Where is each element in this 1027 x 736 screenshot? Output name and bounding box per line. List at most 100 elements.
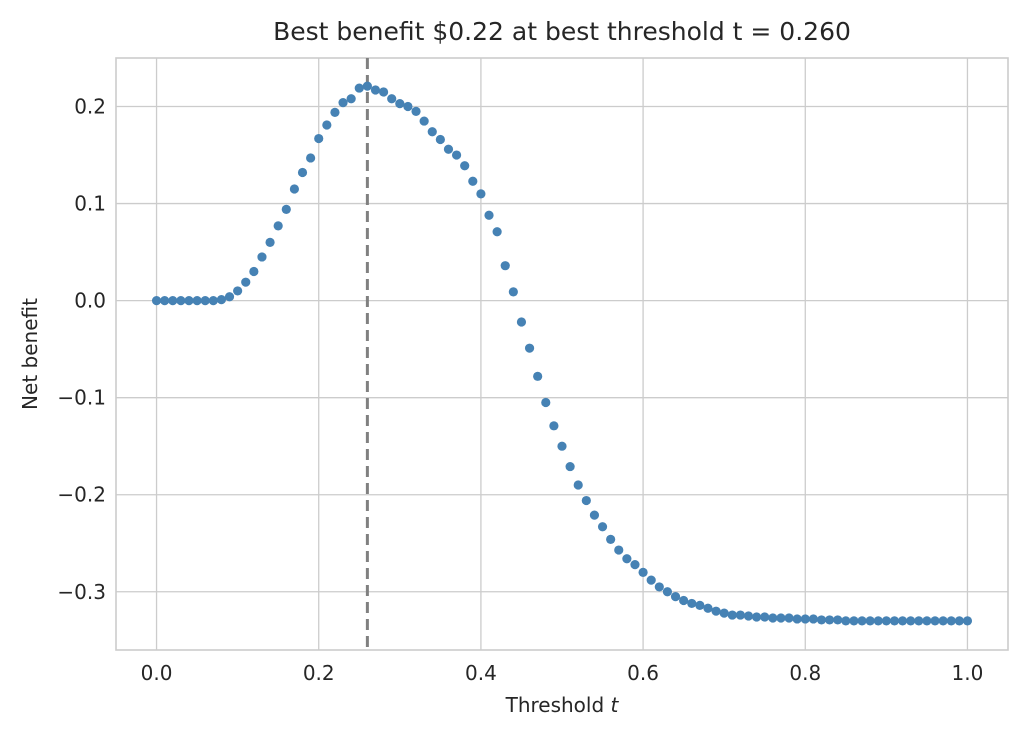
data-point — [508, 287, 518, 297]
data-point — [833, 615, 843, 625]
data-point — [638, 567, 648, 577]
data-point — [200, 296, 210, 306]
data-point — [784, 613, 794, 623]
data-point — [541, 397, 551, 408]
data-point — [249, 266, 259, 277]
data-point — [379, 87, 389, 97]
data-point — [857, 616, 867, 626]
data-point — [841, 616, 851, 626]
data-point — [679, 595, 689, 606]
data-point — [630, 559, 640, 570]
data-point — [233, 286, 243, 296]
data-point — [265, 237, 275, 247]
data-point — [192, 296, 202, 306]
data-point — [606, 534, 616, 544]
data-point — [160, 296, 170, 306]
data-point — [662, 587, 673, 597]
data-point — [752, 612, 762, 622]
data-point — [184, 296, 194, 306]
data-point — [176, 296, 186, 306]
data-point — [735, 610, 746, 620]
data-point — [938, 616, 948, 626]
data-point — [589, 510, 600, 520]
data-point — [500, 261, 510, 271]
x-axis-label: Threshold t — [505, 693, 620, 717]
data-point — [257, 252, 267, 262]
data-point — [533, 371, 543, 381]
data-point — [954, 616, 964, 626]
y-tick-label: 0.1 — [74, 192, 106, 216]
data-point — [443, 144, 454, 154]
plot-frame — [115, 57, 1009, 651]
data-point — [354, 83, 364, 93]
data-point — [614, 545, 624, 555]
data-point — [727, 610, 737, 620]
data-point — [930, 616, 940, 626]
data-point — [168, 296, 178, 306]
y-tick-label: −0.3 — [57, 580, 106, 604]
data-point — [460, 161, 470, 171]
data-point — [297, 167, 308, 178]
data-point — [516, 317, 527, 327]
data-point — [849, 616, 859, 626]
data-point — [808, 614, 818, 624]
x-tick-label: 0.4 — [465, 661, 497, 685]
data-point — [881, 616, 891, 626]
data-point — [476, 189, 486, 199]
data-point — [670, 592, 681, 602]
data-point — [370, 85, 381, 95]
data-point — [962, 616, 973, 626]
data-point — [208, 296, 218, 306]
data-point — [484, 210, 494, 220]
x-tick-label: 0.6 — [627, 661, 659, 685]
data-point — [873, 616, 883, 626]
data-point — [549, 421, 559, 431]
data-point — [241, 277, 251, 287]
data-point — [825, 615, 835, 625]
x-tick-label: 0.2 — [303, 661, 335, 685]
data-point — [914, 616, 924, 626]
x-tick-label: 0.8 — [789, 661, 821, 685]
data-point — [922, 616, 932, 626]
data-point — [289, 184, 299, 194]
data-point — [776, 613, 786, 623]
x-tick-labels: 0.0 0.2 0.4 0.6 0.8 1.0 — [141, 661, 984, 685]
data-point — [338, 98, 348, 108]
data-point — [306, 153, 316, 163]
data-point — [151, 296, 162, 306]
data-point — [581, 495, 591, 506]
data-point — [403, 101, 413, 112]
data-point — [330, 107, 340, 117]
data-point — [314, 133, 324, 144]
data-point — [703, 603, 713, 613]
data-point — [622, 554, 632, 564]
data-point — [281, 204, 291, 214]
y-axis-label: Net benefit — [18, 298, 42, 410]
data-point — [273, 221, 283, 231]
data-point — [768, 613, 778, 623]
data-point — [597, 522, 608, 532]
chart-title: Best benefit $0.22 at best threshold t =… — [273, 17, 851, 46]
data-point — [646, 575, 656, 585]
data-point — [695, 600, 705, 610]
data-point — [800, 614, 810, 624]
data-point — [216, 295, 227, 305]
data-point — [865, 616, 875, 626]
y-tick-label: −0.1 — [57, 386, 106, 410]
data-point — [946, 616, 956, 626]
data-point — [451, 150, 462, 160]
data-point — [322, 120, 332, 130]
data-point — [792, 614, 802, 624]
data-point — [362, 81, 372, 91]
data-point — [687, 598, 697, 609]
data-point — [524, 343, 535, 353]
data-point — [419, 116, 429, 126]
data-point — [906, 616, 916, 626]
data-point — [387, 94, 397, 104]
data-point — [435, 134, 445, 145]
data-point — [760, 612, 770, 622]
y-tick-labels: 0.2 0.1 0.0 −0.1 −0.2 −0.3 — [57, 95, 106, 604]
data-point — [889, 616, 900, 626]
data-point — [411, 106, 421, 116]
